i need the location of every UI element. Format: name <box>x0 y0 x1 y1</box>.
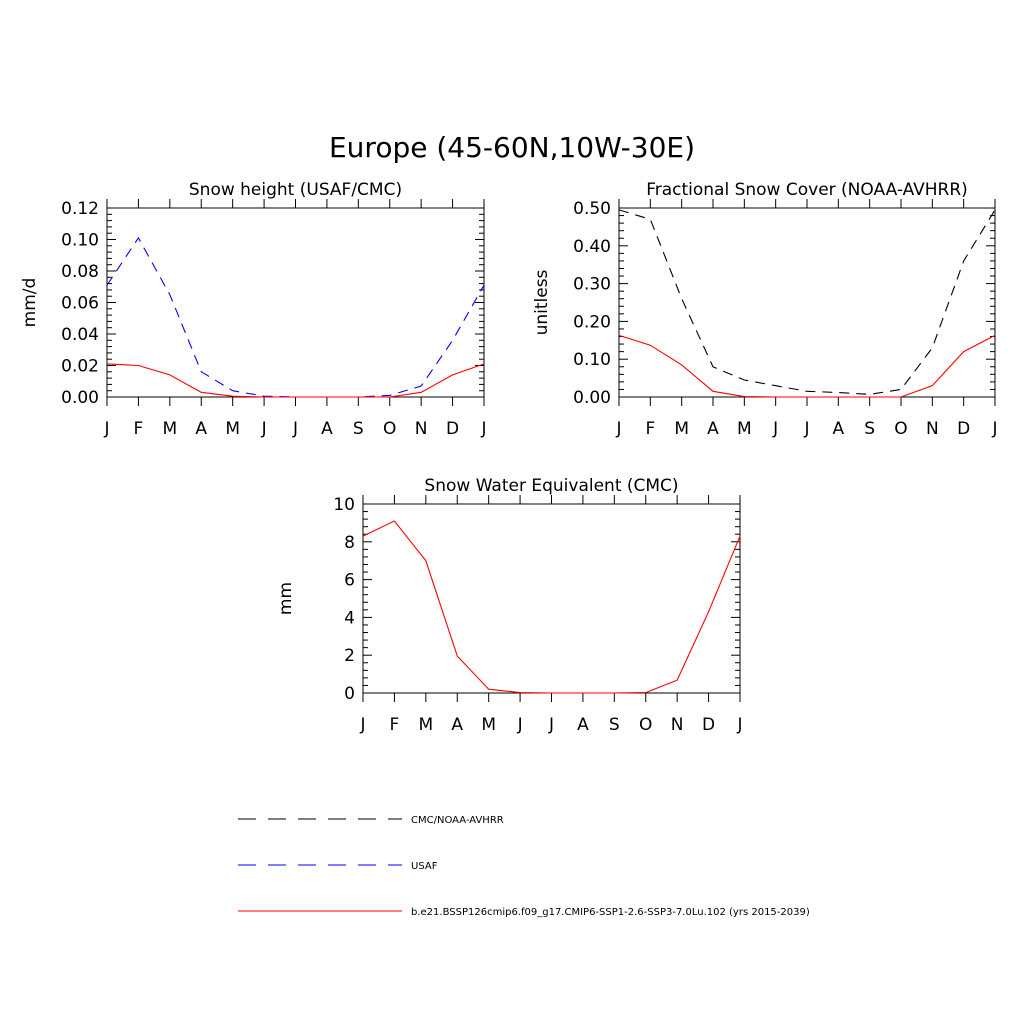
series-line-1 <box>618 209 996 395</box>
series-line-3 <box>106 363 485 398</box>
x-tick-label: J <box>480 419 486 439</box>
x-tick-label: A <box>577 715 589 735</box>
legend-label: b.e21.BSSP126cmip6.f09_g17.CMIP6-SSP1-2.… <box>411 907 810 918</box>
legend: CMC/NOAA-AVHRR USAF b.e21.BSSP126cmip6.f09… <box>238 815 810 918</box>
x-tick-label: J <box>991 419 997 439</box>
y-tick-label: 0.06 <box>61 294 99 314</box>
x-tick-label: F <box>134 419 144 439</box>
x-tick-label: J <box>736 715 742 735</box>
y-tick-label: 10 <box>333 495 355 515</box>
y-tick-label: 8 <box>344 533 355 553</box>
y-tick-label: 0.00 <box>61 388 99 408</box>
y-axis-label: unitless <box>532 269 552 335</box>
chart-panel-2: Fractional Snow Cover (NOAA-AVHRR) unitle… <box>532 180 998 439</box>
x-tick-label: A <box>321 419 333 439</box>
y-tick-label: 0.12 <box>61 199 99 219</box>
y-tick-label: 0 <box>344 684 355 704</box>
y-tick-label: 0.10 <box>61 231 99 251</box>
y-tick-label: 2 <box>344 646 355 666</box>
y-tick-label: 0.20 <box>573 312 611 332</box>
x-tick-label: A <box>451 715 463 735</box>
x-tick-label: J <box>292 419 298 439</box>
x-tick-label: A <box>833 419 845 439</box>
y-tick-label: 0.08 <box>61 262 99 282</box>
y-axis-label: mm/d <box>20 278 40 328</box>
x-tick-label: M <box>674 419 689 439</box>
x-tick-label: D <box>702 715 715 735</box>
x-tick-label: O <box>639 715 652 735</box>
page-title: Europe (45-60N,10W-30E) <box>329 131 695 164</box>
x-tick-label: S <box>353 419 364 439</box>
plot-frame <box>362 503 741 694</box>
x-tick-label: M <box>418 715 433 735</box>
x-tick-label: M <box>162 419 177 439</box>
x-tick-label: O <box>383 419 396 439</box>
x-tick-label: F <box>390 715 400 735</box>
x-tick-label: D <box>957 419 970 439</box>
x-tick-label: J <box>103 419 109 439</box>
x-tick-label: J <box>615 419 621 439</box>
y-tick-label: 0.02 <box>61 357 99 377</box>
x-tick-label: A <box>195 419 207 439</box>
y-tick-label: 0.30 <box>573 275 611 295</box>
x-tick-label: S <box>864 419 875 439</box>
y-tick-label: 4 <box>344 608 355 628</box>
x-tick-label: M <box>481 715 496 735</box>
y-tick-label: 0.04 <box>61 325 99 345</box>
x-tick-label: J <box>548 715 554 735</box>
x-tick-label: A <box>707 419 719 439</box>
x-tick-label: J <box>517 715 523 735</box>
y-axis-label: mm <box>276 582 296 615</box>
y-tick-label: 0.00 <box>573 388 611 408</box>
x-tick-label: S <box>609 715 620 735</box>
chart-title: Fractional Snow Cover (NOAA-AVHRR) <box>646 180 968 200</box>
series-line-2 <box>618 334 996 398</box>
x-tick-label: J <box>772 419 778 439</box>
legend-entry-3: b.e21.BSSP126cmip6.f09_g17.CMIP6-SSP1-2.… <box>238 907 810 918</box>
y-tick-label: 0.50 <box>573 199 611 219</box>
legend-entry-1: CMC/NOAA-AVHRR <box>238 815 504 826</box>
x-tick-label: O <box>894 419 907 439</box>
x-tick-label: M <box>737 419 752 439</box>
series-line-2 <box>362 520 741 694</box>
legend-label: USAF <box>411 861 438 872</box>
chart-panel-1: Snow height (USAF/CMC) mm/d 0.00 0.02 0.04 0.… <box>20 180 487 439</box>
plot-frame <box>618 207 996 398</box>
x-tick-label: D <box>446 419 459 439</box>
x-tick-label: M <box>225 419 240 439</box>
chart-title: Snow height (USAF/CMC) <box>189 180 402 200</box>
series-line-2 <box>106 236 485 398</box>
x-tick-label: N <box>415 419 428 439</box>
legend-label: CMC/NOAA-AVHRR <box>411 815 504 826</box>
y-tick-label: 0.10 <box>573 350 611 370</box>
x-tick-label: J <box>261 419 267 439</box>
y-tick-label: 6 <box>344 571 355 591</box>
plot-frame <box>106 207 485 398</box>
x-tick-label: N <box>671 715 684 735</box>
legend-entry-2: USAF <box>238 861 438 872</box>
x-tick-label: N <box>926 419 939 439</box>
chart-panels: Snow height (USAF/CMC) mm/d 0.00 0.02 0.04 0.… <box>20 180 998 735</box>
x-tick-label: J <box>803 419 809 439</box>
y-tick-label: 0.40 <box>573 237 611 257</box>
x-tick-label: F <box>645 419 655 439</box>
chart-title: Snow Water Equivalent (CMC) <box>424 476 678 496</box>
x-tick-label: J <box>359 715 365 735</box>
